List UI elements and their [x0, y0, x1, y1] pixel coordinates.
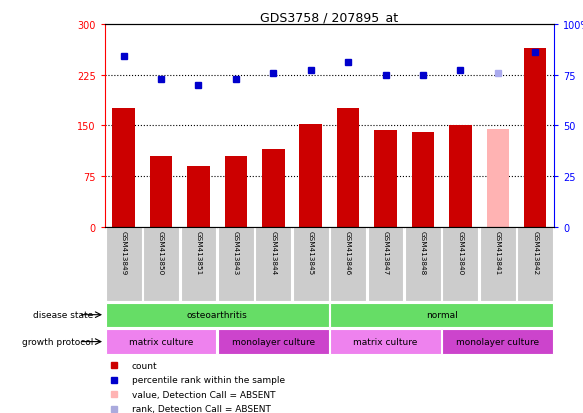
Bar	[300, 125, 322, 227]
Bar	[442, 330, 553, 354]
Bar	[449, 126, 472, 227]
Text: GSM413841: GSM413841	[495, 231, 501, 275]
Text: monolayer culture: monolayer culture	[231, 337, 315, 346]
Text: GSM413843: GSM413843	[233, 231, 239, 275]
Bar	[224, 157, 247, 227]
Bar	[442, 227, 478, 301]
Bar	[486, 129, 509, 227]
Bar	[262, 150, 285, 227]
Bar	[524, 48, 546, 227]
Title: GDS3758 / 207895_at: GDS3758 / 207895_at	[261, 11, 398, 24]
Bar	[480, 227, 516, 301]
Text: GSM413847: GSM413847	[382, 231, 388, 275]
Text: GSM413846: GSM413846	[345, 231, 351, 275]
Text: growth protocol: growth protocol	[22, 337, 93, 346]
Bar	[106, 330, 216, 354]
Text: GSM413851: GSM413851	[195, 231, 202, 275]
Bar	[143, 227, 179, 301]
Bar	[106, 303, 329, 327]
Text: normal: normal	[426, 311, 458, 319]
Text: count: count	[132, 361, 157, 370]
Text: GSM413840: GSM413840	[457, 231, 463, 275]
Text: rank, Detection Call = ABSENT: rank, Detection Call = ABSENT	[132, 404, 271, 413]
Text: GSM413845: GSM413845	[308, 231, 314, 275]
Bar	[412, 133, 434, 227]
Text: GSM413842: GSM413842	[532, 231, 538, 275]
Bar	[330, 227, 366, 301]
Text: GSM413849: GSM413849	[121, 231, 127, 275]
Bar	[181, 227, 216, 301]
Bar	[218, 330, 329, 354]
Bar	[330, 330, 441, 354]
Bar	[113, 109, 135, 227]
Bar	[330, 303, 553, 327]
Text: monolayer culture: monolayer culture	[456, 337, 539, 346]
Bar	[255, 227, 292, 301]
Bar	[337, 109, 359, 227]
Text: matrix culture: matrix culture	[353, 337, 417, 346]
Text: disease state: disease state	[33, 311, 93, 319]
Text: GSM413844: GSM413844	[271, 231, 276, 275]
Bar	[218, 227, 254, 301]
Bar	[106, 227, 142, 301]
Text: GSM413848: GSM413848	[420, 231, 426, 275]
Text: percentile rank within the sample: percentile rank within the sample	[132, 375, 285, 385]
Bar	[517, 227, 553, 301]
Bar	[150, 157, 173, 227]
Bar	[374, 131, 396, 227]
Bar	[367, 227, 403, 301]
Text: GSM413850: GSM413850	[158, 231, 164, 275]
Text: value, Detection Call = ABSENT: value, Detection Call = ABSENT	[132, 390, 275, 399]
Text: matrix culture: matrix culture	[129, 337, 193, 346]
Bar	[293, 227, 329, 301]
Bar	[187, 166, 210, 227]
Text: osteoarthritis: osteoarthritis	[187, 311, 248, 319]
Bar	[405, 227, 441, 301]
